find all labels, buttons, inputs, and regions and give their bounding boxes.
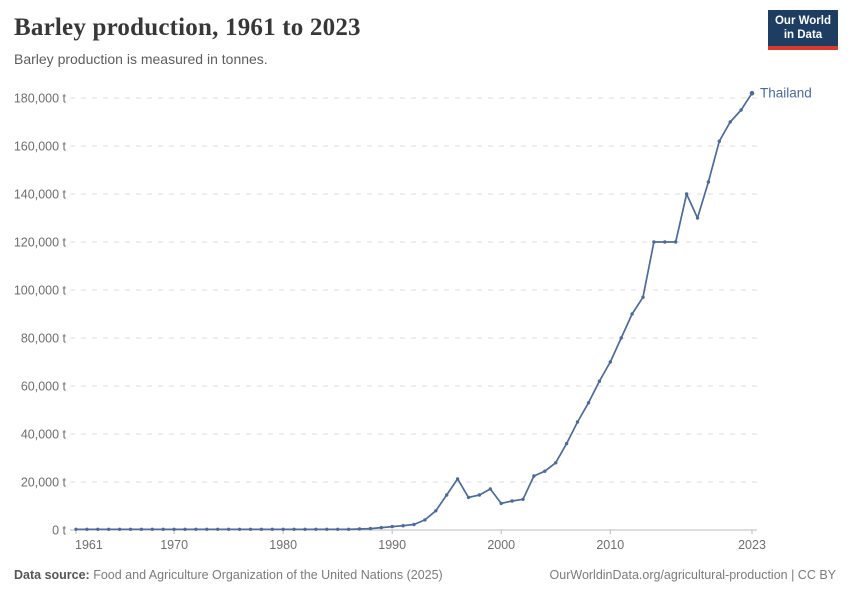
data-point <box>379 525 383 530</box>
data-point <box>314 527 318 531</box>
data-point <box>107 527 111 531</box>
data-point <box>139 527 144 531</box>
data-point <box>150 527 154 531</box>
data-point <box>423 518 427 522</box>
data-point <box>597 379 602 383</box>
data-point <box>259 527 264 531</box>
y-tick-label: 0 t <box>52 524 66 538</box>
data-point <box>521 497 525 501</box>
data-point <box>205 527 209 531</box>
chart-subtitle: Barley production is measured in tonnes. <box>14 51 268 67</box>
data-point <box>346 527 351 531</box>
x-tick-label: 1970 <box>160 538 188 552</box>
data-point <box>466 495 471 500</box>
data-point <box>292 527 296 531</box>
data-point <box>543 469 547 473</box>
data-point <box>674 240 678 244</box>
x-tick-label: 1990 <box>378 538 406 552</box>
y-tick-label: 160,000 t <box>14 140 67 154</box>
data-point <box>717 139 721 143</box>
data-point <box>477 493 482 497</box>
data-point <box>749 90 755 96</box>
data-point <box>226 527 231 531</box>
data-point <box>325 527 329 531</box>
data-point <box>488 487 492 491</box>
data-point <box>237 527 242 531</box>
data-point <box>74 527 78 531</box>
data-line <box>75 92 753 531</box>
data-point <box>663 240 667 244</box>
data-point <box>619 336 623 340</box>
data-point <box>445 493 449 497</box>
y-tick-label: 180,000 t <box>14 92 67 106</box>
footer-credit: OurWorldinData.org/agricultural-producti… <box>549 568 836 582</box>
data-point <box>117 527 122 531</box>
y-tick-label: 140,000 t <box>14 188 67 202</box>
series-label: Thailand <box>760 86 812 101</box>
data-point <box>652 240 656 244</box>
data-point <box>172 527 176 531</box>
data-point <box>368 526 373 531</box>
x-tick-label: 1961 <box>75 538 103 552</box>
data-point <box>499 501 503 506</box>
x-tick-label: 2000 <box>487 538 515 552</box>
x-tick-label: 2023 <box>738 538 766 552</box>
x-tick-label: 2010 <box>596 538 624 552</box>
chart-footer: Data source: Food and Agriculture Organi… <box>14 568 836 582</box>
data-point <box>695 216 700 220</box>
data-point <box>401 524 405 528</box>
data-point <box>739 108 743 112</box>
data-point <box>85 527 89 531</box>
data-point <box>608 360 612 364</box>
data-point <box>630 312 634 316</box>
data-point <box>641 295 645 299</box>
data-point <box>586 401 591 405</box>
y-tick-label: 100,000 t <box>14 284 67 298</box>
data-point <box>248 527 253 531</box>
data-point <box>412 522 416 527</box>
data-point <box>434 509 438 513</box>
data-source-label: Data source: <box>14 568 90 582</box>
data-point <box>554 461 558 465</box>
chart-title: Barley production, 1961 to 2023 <box>14 14 361 41</box>
y-tick-label: 60,000 t <box>21 380 67 394</box>
y-tick-label: 120,000 t <box>14 236 67 250</box>
data-point <box>336 527 340 531</box>
data-point <box>532 474 536 478</box>
y-tick-label: 40,000 t <box>21 428 67 442</box>
data-point <box>303 527 307 531</box>
data-source-note: Data source: Food and Agriculture Organi… <box>14 568 443 582</box>
y-tick-label: 20,000 t <box>21 476 67 490</box>
data-point <box>455 477 460 481</box>
data-point <box>728 120 732 124</box>
data-point <box>161 527 165 531</box>
data-point <box>183 527 187 531</box>
data-point <box>194 527 198 531</box>
data-point <box>684 192 689 196</box>
data-point <box>270 527 274 531</box>
logo-line1: Our World <box>774 15 831 27</box>
data-point <box>96 527 100 531</box>
owid-logo: Our World in Data <box>768 10 838 50</box>
data-point <box>510 499 514 503</box>
data-point <box>216 527 220 531</box>
data-point <box>128 527 133 531</box>
data-point <box>390 524 394 529</box>
data-point <box>706 180 711 184</box>
data-point <box>564 441 569 446</box>
data-point <box>281 527 285 531</box>
y-tick-label: 80,000 t <box>21 332 67 346</box>
data-point <box>575 420 580 424</box>
data-source-text: Food and Agriculture Organization of the… <box>89 568 443 582</box>
x-tick-label: 1980 <box>269 538 297 552</box>
logo-line2: in Data <box>783 28 823 41</box>
data-point <box>357 527 362 531</box>
